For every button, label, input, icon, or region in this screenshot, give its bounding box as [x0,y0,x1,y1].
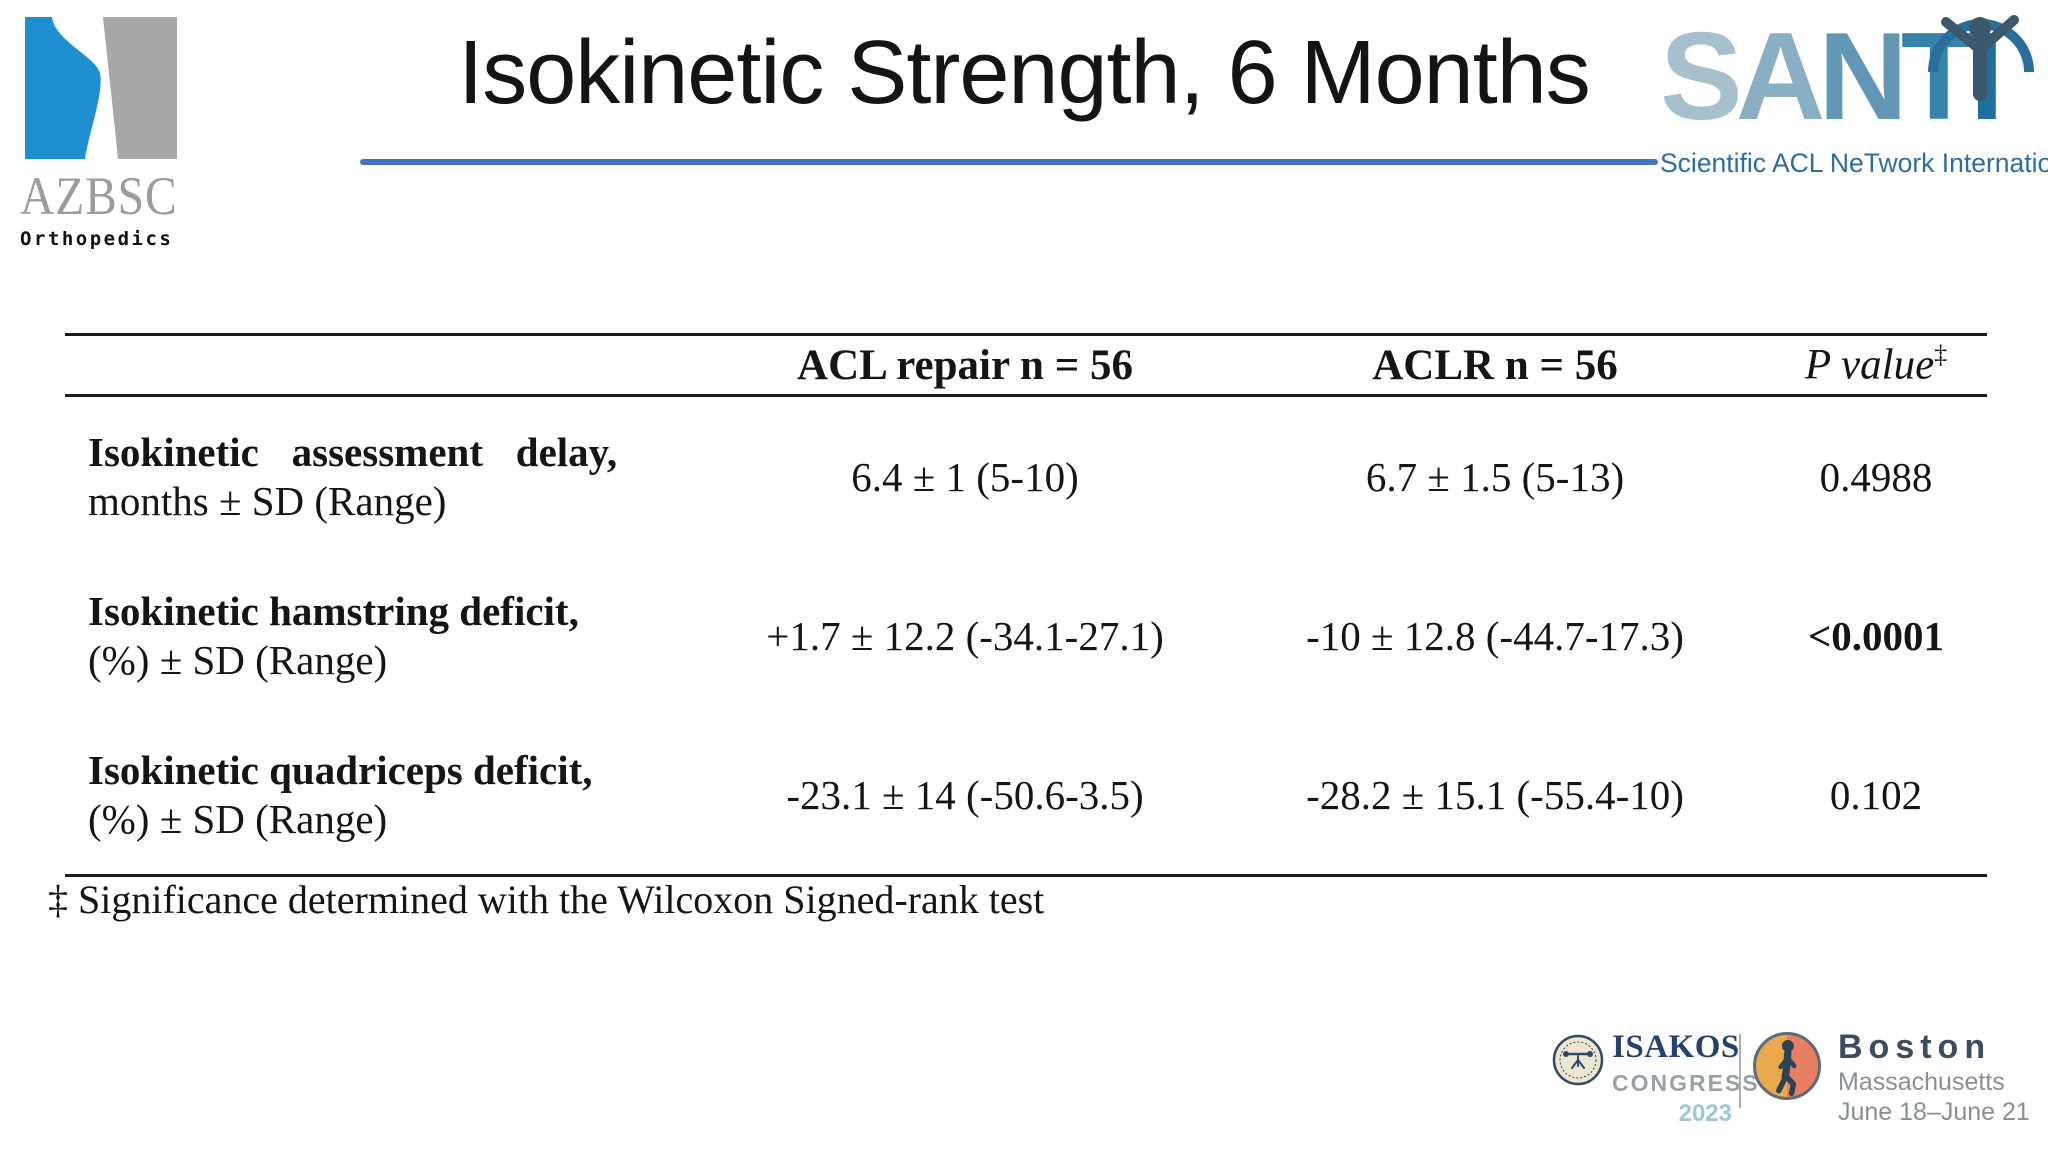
table-row: Isokinetic assessment delay, months ± SD… [65,397,1987,556]
title-underline-rule [360,159,1658,165]
isakos-name: ISAKOS [1612,1029,1740,1065]
header-acl-repair: ACL repair n = 56 [797,341,1133,389]
cell-p-value: 0.4988 [1819,453,1933,500]
cell-acl-repair: +1.7 ± 12.2 (-34.1-27.1) [766,612,1164,659]
knee-joint-icon [25,17,177,159]
cell-aclr: 6.7 ± 1.5 (5-13) [1365,453,1625,500]
isakos-seal-icon [1552,1034,1604,1086]
header-p-value-text: P value [1804,341,1935,389]
row-label-bold: Isokinetic quadriceps deficit, [88,747,593,794]
santi-letter: S [1660,8,1743,146]
boston-dates: June 18–June 21 [1838,1098,2030,1126]
boston-event-logo: Boston Massachusetts June 18–June 21 [1838,1030,2030,1125]
santi-letter: A [1735,8,1826,146]
row-label-plain: months ± SD (Range) [88,477,447,524]
boston-city: Boston [1838,1028,1992,1066]
boston-runner-badge [1753,1032,1821,1100]
row-label: Isokinetic assessment delay, months ± SD… [65,428,705,525]
cell-aclr: -10 ± 12.8 (-44.7-17.3) [1306,612,1684,659]
azbsc-subtitle: Orthopedics [20,228,174,250]
cell-acl-repair: -23.1 ± 14 (-50.6-3.5) [786,771,1144,818]
person-arms-raised-icon [1928,15,2034,101]
row-label-plain: (%) ± SD (Range) [88,636,388,683]
row-label-bold: Isokinetic assessment delay, [88,429,618,476]
row-label-bold: Isokinetic hamstring deficit, [88,588,579,635]
running-person-icon [1776,1040,1797,1097]
isakos-congress-logo: ISAKOS CONGRESS 2023 [1612,1029,1760,1127]
header-p-value: P value‡ [1765,340,1987,389]
cell-p-value: 0.102 [1829,771,1923,818]
cell-acl-repair: 6.4 ± 1 (5-10) [851,453,1079,500]
isakos-year: 2023 [1678,1100,1732,1127]
page-title: Isokinetic Strength, 6 Months [458,23,1591,123]
results-table: ACL repair n = 56 ACLR n = 56 P value‡ I… [65,333,1987,877]
table-row: Isokinetic quadriceps deficit, (%) ± SD … [65,715,1987,874]
row-label-plain: (%) ± SD (Range) [88,795,388,842]
row-label: Isokinetic hamstring deficit, (%) ± SD (… [65,587,705,684]
santi-tagline: Scientific ACL NeTwork International [1660,148,2048,178]
table-footnote: ‡ Significance determined with the Wilco… [48,877,1045,922]
santi-letter: N [1818,8,1908,146]
isakos-congress-label: CONGRESS [1612,1070,1760,1096]
header-aclr: ACLR n = 56 [1372,341,1618,389]
footer-divider [1739,1034,1741,1108]
table-header-row: ACL repair n = 56 ACLR n = 56 P value‡ [65,333,1987,397]
cell-aclr: -28.2 ± 15.1 (-55.4-10) [1306,771,1684,818]
santi-logo: SANTI Scientific ACL NeTwork Internation… [1660,6,2048,179]
table-body: Isokinetic assessment delay, months ± SD… [65,397,1987,877]
header-p-value-footnote-mark: ‡ [1934,340,1948,370]
cell-p-value: <0.0001 [1807,612,1945,659]
row-label: Isokinetic quadriceps deficit, (%) ± SD … [65,746,705,843]
azbsc-acronym: AZBSC [20,166,178,226]
azbsc-logo: AZBSC Orthopedics [20,16,200,250]
boston-state: Massachusetts [1838,1068,2005,1096]
table-row: Isokinetic hamstring deficit, (%) ± SD (… [65,556,1987,715]
